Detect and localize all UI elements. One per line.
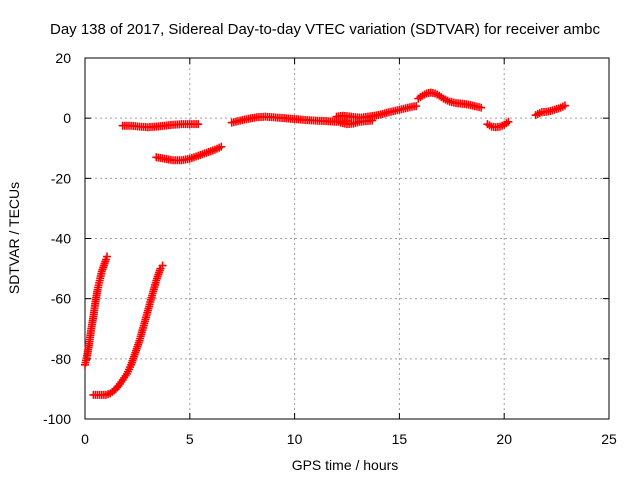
data-point <box>412 102 421 111</box>
grid <box>85 58 609 419</box>
y-tick-label: -80 <box>51 351 71 367</box>
y-axis-label: SDTVAR / TECUs <box>6 182 22 294</box>
x-axis-ticks: 0 5 10 15 20 25 <box>81 58 617 447</box>
y-tick-label: 0 <box>63 110 71 126</box>
data-point <box>477 103 486 112</box>
data-point <box>217 142 226 151</box>
data-point <box>560 101 569 110</box>
y-tick-label: -20 <box>51 170 71 186</box>
y-tick-label: -100 <box>43 411 71 427</box>
x-tick-label: 25 <box>601 431 617 447</box>
y-axis-ticks: -100 -80 -60 -40 -20 0 20 <box>43 50 609 427</box>
data-point <box>194 120 203 129</box>
x-axis-label: GPS time / hours <box>292 457 399 473</box>
x-tick-label: 20 <box>496 431 512 447</box>
data-point <box>103 252 112 261</box>
x-tick-label: 0 <box>81 431 89 447</box>
y-tick-label: -60 <box>51 291 71 307</box>
x-tick-label: 5 <box>186 431 194 447</box>
y-tick-label: 20 <box>55 50 71 66</box>
chart-title: Day 138 of 2017, Sidereal Day-to-day VTE… <box>50 21 600 38</box>
y-tick-label: -40 <box>51 231 71 247</box>
data-point <box>504 117 513 126</box>
data-points <box>81 88 569 399</box>
x-tick-label: 10 <box>287 431 303 447</box>
x-tick-label: 15 <box>392 431 408 447</box>
data-point <box>368 116 377 125</box>
data-point <box>158 261 167 270</box>
